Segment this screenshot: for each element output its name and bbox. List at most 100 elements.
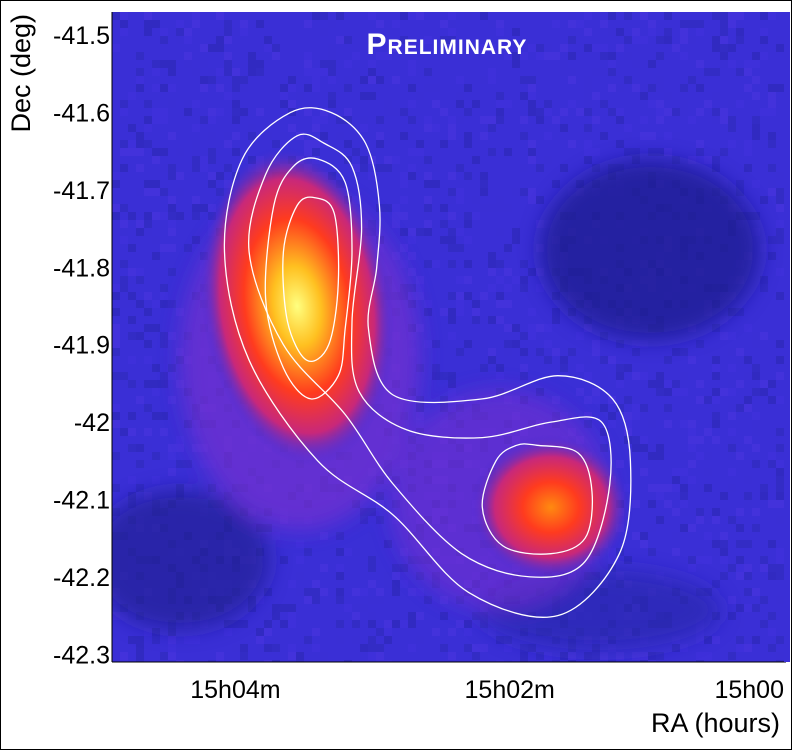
noise-cell bbox=[288, 620, 296, 628]
noise-cell bbox=[616, 84, 624, 92]
noise-cell bbox=[112, 68, 120, 76]
noise-cell bbox=[672, 44, 680, 52]
noise-cell bbox=[648, 548, 656, 556]
noise-cell bbox=[632, 60, 640, 68]
noise-cell bbox=[704, 348, 712, 356]
noise-cell bbox=[400, 620, 408, 628]
noise-cell bbox=[704, 636, 712, 644]
noise-cell bbox=[360, 588, 368, 596]
noise-cell bbox=[704, 556, 712, 564]
noise-cell bbox=[600, 52, 608, 60]
noise-cell bbox=[152, 452, 160, 460]
noise-cell bbox=[448, 292, 456, 300]
noise-cell bbox=[384, 52, 392, 60]
noise-cell bbox=[320, 532, 328, 540]
noise-cell bbox=[488, 44, 496, 52]
noise-cell bbox=[752, 52, 760, 60]
noise-cell bbox=[744, 372, 752, 380]
noise-cell bbox=[680, 84, 688, 92]
noise-cell bbox=[440, 396, 448, 404]
noise-cell bbox=[496, 28, 504, 36]
noise-cell bbox=[768, 92, 776, 100]
noise-cell bbox=[520, 372, 528, 380]
y-tick-label: -42 bbox=[74, 409, 110, 437]
noise-cell bbox=[592, 652, 600, 660]
noise-cell bbox=[776, 340, 784, 348]
noise-cell bbox=[584, 44, 592, 52]
noise-cell bbox=[184, 420, 192, 428]
noise-cell bbox=[664, 36, 672, 44]
noise-cell bbox=[200, 236, 208, 244]
noise-cell bbox=[752, 388, 760, 396]
noise-cell bbox=[736, 12, 744, 20]
noise-cell bbox=[448, 132, 456, 140]
noise-cell bbox=[584, 92, 592, 100]
noise-cell bbox=[624, 428, 632, 436]
noise-cell bbox=[264, 524, 272, 532]
noise-cell bbox=[376, 76, 384, 84]
noise-cell bbox=[336, 132, 344, 140]
noise-cell bbox=[168, 268, 176, 276]
noise-cell bbox=[448, 388, 456, 396]
noise-cell bbox=[168, 396, 176, 404]
noise-cell bbox=[368, 68, 376, 76]
noise-cell bbox=[480, 44, 488, 52]
noise-cell bbox=[600, 356, 608, 364]
noise-cell bbox=[768, 252, 776, 260]
noise-cell bbox=[696, 436, 704, 444]
noise-cell bbox=[464, 260, 472, 268]
noise-cell bbox=[424, 156, 432, 164]
y-tick-label: -41.9 bbox=[53, 332, 110, 360]
noise-cell bbox=[160, 108, 168, 116]
noise-cell bbox=[376, 500, 384, 508]
noise-cell bbox=[568, 20, 576, 28]
noise-cell bbox=[736, 36, 744, 44]
noise-cell bbox=[496, 108, 504, 116]
noise-cell bbox=[480, 76, 488, 84]
noise-cell bbox=[504, 340, 512, 348]
noise-cell bbox=[120, 140, 128, 148]
noise-cell bbox=[520, 116, 528, 124]
noise-cell bbox=[320, 132, 328, 140]
noise-cell bbox=[736, 564, 744, 572]
noise-cell bbox=[712, 92, 720, 100]
noise-cell bbox=[520, 364, 528, 372]
noise-cell bbox=[232, 148, 240, 156]
noise-cell bbox=[720, 508, 728, 516]
noise-cell bbox=[168, 60, 176, 68]
noise-cell bbox=[760, 596, 768, 604]
noise-cell bbox=[384, 660, 392, 662]
noise-cell bbox=[584, 156, 592, 164]
noise-cell bbox=[112, 284, 120, 292]
noise-cell bbox=[544, 348, 552, 356]
noise-cell bbox=[416, 148, 424, 156]
noise-cell bbox=[736, 100, 744, 108]
noise-cell bbox=[720, 572, 728, 580]
noise-cell bbox=[664, 500, 672, 508]
noise-cell bbox=[120, 236, 128, 244]
noise-cell bbox=[368, 60, 376, 68]
noise-cell bbox=[728, 332, 736, 340]
noise-cell bbox=[216, 188, 224, 196]
noise-cell bbox=[136, 644, 144, 652]
noise-cell bbox=[664, 132, 672, 140]
noise-cell bbox=[656, 516, 664, 524]
noise-cell bbox=[352, 636, 360, 644]
noise-cell bbox=[488, 348, 496, 356]
noise-cell bbox=[736, 572, 744, 580]
noise-cell bbox=[424, 228, 432, 236]
noise-cell bbox=[712, 396, 720, 404]
noise-cell bbox=[472, 644, 480, 652]
noise-cell bbox=[424, 260, 432, 268]
noise-cell bbox=[640, 660, 648, 662]
noise-cell bbox=[656, 660, 664, 662]
preliminary-banner: Preliminary bbox=[367, 28, 528, 61]
noise-cell bbox=[600, 332, 608, 340]
noise-cell bbox=[392, 164, 400, 172]
noise-cell bbox=[624, 364, 632, 372]
noise-cell bbox=[112, 156, 120, 164]
noise-cell bbox=[368, 36, 376, 44]
noise-cell bbox=[384, 476, 392, 484]
noise-cell bbox=[704, 484, 712, 492]
noise-cell bbox=[352, 524, 360, 532]
